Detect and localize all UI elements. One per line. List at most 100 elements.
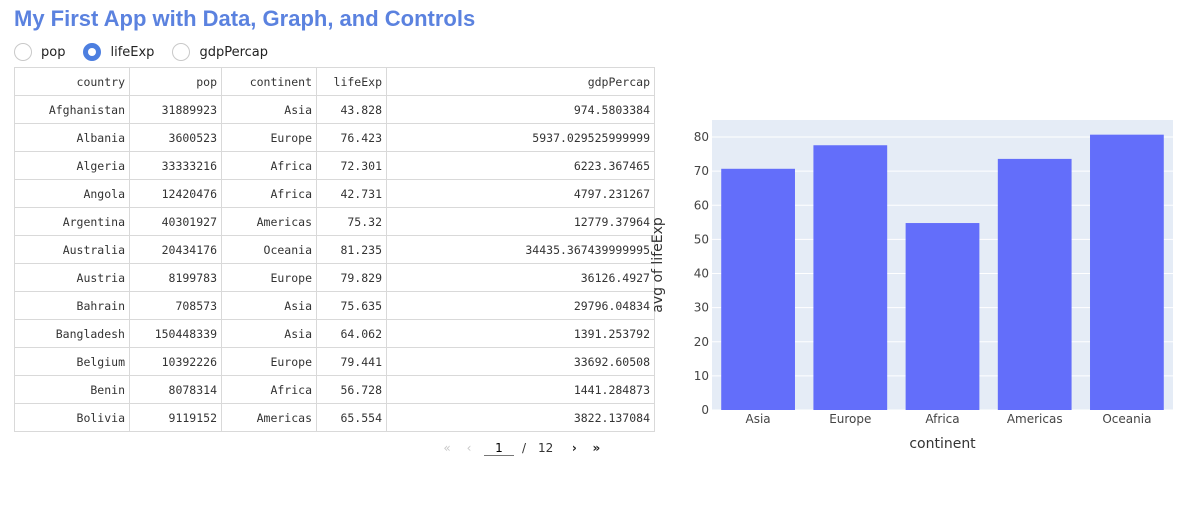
table-cell[interactable]: 79.441 [316, 347, 387, 376]
table-cell[interactable]: 150448339 [129, 319, 222, 348]
table-cell[interactable]: Bangladesh [14, 319, 130, 348]
table-cell[interactable]: Belgium [14, 347, 130, 376]
bar-americas[interactable] [997, 158, 1072, 410]
table-row: Benin 8078314 Africa 56.728 1441.284873 [14, 375, 655, 404]
bar-asia[interactable] [721, 168, 795, 410]
table-row: Algeria 33333216 Africa 72.301 6223.367465 [14, 151, 655, 180]
table-cell[interactable]: 76.423 [316, 123, 387, 152]
pagination: « ‹ / 12 › » [440, 438, 611, 458]
table-cell[interactable]: Europe [221, 123, 317, 152]
table-cell[interactable]: 1391.253792 [386, 319, 655, 348]
table-cell[interactable]: 65.554 [316, 403, 387, 432]
column-header-pop[interactable]: pop [129, 67, 222, 96]
table-cell[interactable]: Americas [221, 403, 317, 432]
column-header-country[interactable]: country [14, 67, 130, 96]
table-cell[interactable]: 12779.37964 [386, 207, 655, 236]
table-cell[interactable]: 9119152 [129, 403, 222, 432]
table-cell[interactable]: Africa [221, 375, 317, 404]
radio-button[interactable] [14, 43, 32, 61]
table-row: Bangladesh 150448339 Asia 64.062 1391.253792 [14, 319, 655, 348]
table-cell[interactable]: 75.635 [316, 291, 387, 320]
table-cell[interactable]: Algeria [14, 151, 130, 180]
y-tick-label: 80 [694, 130, 709, 144]
table-cell[interactable]: 29796.04834 [386, 291, 655, 320]
table-cell[interactable]: 12420476 [129, 179, 222, 208]
radio-button[interactable] [83, 43, 102, 61]
y-tick-label: 20 [694, 335, 709, 349]
table-cell[interactable]: 5937.029525999999 [386, 123, 655, 152]
table-cell[interactable]: 10392226 [129, 347, 222, 376]
table-cell[interactable]: Americas [221, 207, 317, 236]
table-cell[interactable]: Bolivia [14, 403, 130, 432]
table-cell[interactable]: 79.829 [316, 263, 387, 292]
table-cell[interactable]: Argentina [14, 207, 130, 236]
y-tick-label: 60 [694, 198, 709, 212]
table-cell[interactable]: Asia [221, 319, 317, 348]
bar-oceania[interactable] [1090, 134, 1164, 410]
table-cell[interactable]: Asia [221, 291, 317, 320]
page-separator: / [522, 441, 527, 455]
table-cell[interactable]: 75.32 [316, 207, 387, 236]
table-cell[interactable]: 6223.367465 [386, 151, 655, 180]
radio-option-gdpPercap[interactable]: gdpPercap [172, 43, 268, 61]
previous-page-button[interactable]: ‹ [466, 441, 472, 455]
radio-option-lifeExp[interactable]: lifeExp [83, 43, 154, 61]
table-cell[interactable]: 36126.4927 [386, 263, 655, 292]
table-cell[interactable]: 3600523 [129, 123, 222, 152]
table-cell[interactable]: 64.062 [316, 319, 387, 348]
table-cell[interactable]: 8078314 [129, 375, 222, 404]
next-page-button[interactable]: › [571, 441, 577, 455]
table-cell[interactable]: 72.301 [316, 151, 387, 180]
table-cell[interactable]: 708573 [129, 291, 222, 320]
table-cell[interactable]: Angola [14, 179, 130, 208]
table-cell[interactable]: Afghanistan [14, 95, 130, 124]
y-axis-title: avg of lifeExp [650, 217, 666, 313]
x-tick-label: Americas [1007, 412, 1063, 426]
table-cell[interactable]: Australia [14, 235, 130, 264]
table-cell[interactable]: 31889923 [129, 95, 222, 124]
table-cell[interactable]: 20434176 [129, 235, 222, 264]
table-cell[interactable]: 42.731 [316, 179, 387, 208]
y-tick-label: 50 [694, 232, 709, 246]
table-cell[interactable]: Europe [221, 347, 317, 376]
table-cell[interactable]: 974.5803384 [386, 95, 655, 124]
table-cell[interactable]: 34435.367439999995 [386, 235, 655, 264]
table-cell[interactable]: Albania [14, 123, 130, 152]
table-cell[interactable]: 56.728 [316, 375, 387, 404]
bar-africa[interactable] [905, 223, 980, 410]
table-cell[interactable]: Austria [14, 263, 130, 292]
table-row: Argentina 40301927 Americas 75.32 12779.3796… [14, 207, 655, 236]
table-cell[interactable]: Asia [221, 95, 317, 124]
table-cell[interactable]: 43.828 [316, 95, 387, 124]
bar-chart: 0 10 20 30 40 50 60 70 80 Asia Europe Africa America… [650, 120, 1173, 452]
table-cell[interactable]: Europe [221, 263, 317, 292]
table-cell[interactable]: 3822.137084 [386, 403, 655, 432]
table-row: Australia 20434176 Oceania 81.235 34435.3674… [14, 235, 655, 264]
table-cell[interactable]: Benin [14, 375, 130, 404]
table-row: Angola 12420476 Africa 42.731 4797.231267 [14, 179, 655, 208]
table-cell[interactable]: Africa [221, 179, 317, 208]
last-page-button[interactable]: » [592, 441, 601, 455]
table-row: Albania 3600523 Europe 76.423 5937.029525999… [14, 123, 655, 152]
table-cell[interactable]: Africa [221, 151, 317, 180]
column-header-gdpPercap[interactable]: gdpPercap [386, 67, 655, 96]
radio-label: gdpPercap [199, 44, 268, 60]
table-cell[interactable]: Bahrain [14, 291, 130, 320]
first-page-button[interactable]: « [443, 441, 451, 455]
table-cell[interactable]: 1441.284873 [386, 375, 655, 404]
radio-option-pop[interactable]: pop [14, 43, 65, 61]
x-axis-title: continent [909, 436, 976, 452]
total-pages: 12 [538, 441, 554, 455]
table-cell[interactable]: 33333216 [129, 151, 222, 180]
table-cell[interactable]: 33692.60508 [386, 347, 655, 376]
table-cell[interactable]: 8199783 [129, 263, 222, 292]
table-cell[interactable]: Oceania [221, 235, 317, 264]
table-cell[interactable]: 4797.231267 [386, 179, 655, 208]
table-cell[interactable]: 40301927 [129, 207, 222, 236]
column-header-continent[interactable]: continent [221, 67, 317, 96]
bar-europe[interactable] [813, 145, 888, 410]
current-page-input[interactable] [484, 440, 514, 456]
table-cell[interactable]: 81.235 [316, 235, 387, 264]
column-header-lifeExp[interactable]: lifeExp [316, 67, 387, 96]
radio-button[interactable] [172, 43, 191, 61]
